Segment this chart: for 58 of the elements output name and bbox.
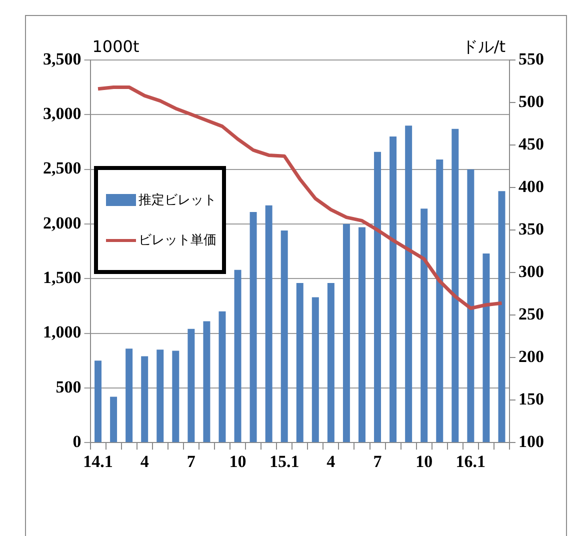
bar [94, 360, 102, 442]
x-tick-label: 14.1 [83, 452, 113, 472]
y-tick-label: 500 [56, 377, 82, 396]
bar [498, 191, 506, 442]
y2-tick-label: 350 [518, 219, 544, 238]
legend-label: ビレット単価 [138, 232, 216, 249]
y-tick-label: 2,000 [43, 213, 82, 232]
y2-tick-label: 200 [518, 346, 544, 366]
bar [218, 311, 226, 442]
bar [405, 126, 412, 442]
bar [203, 321, 210, 442]
bar [156, 350, 164, 442]
y2-tick-label: 550 [518, 49, 544, 68]
bar [141, 356, 148, 442]
bar [342, 224, 350, 442]
bar [312, 297, 319, 442]
y-tick-label: 3,500 [43, 49, 82, 68]
x-tick-label: 4 [140, 452, 150, 472]
x-tick-label: 16.1 [456, 452, 486, 472]
bar [126, 348, 133, 442]
y2-tick-label: 450 [518, 134, 544, 154]
x-tick-label: 7 [186, 452, 196, 472]
y-tick-label: 0 [72, 432, 82, 451]
y-tick-label: 2,500 [43, 158, 82, 178]
y2-tick-label: 300 [518, 262, 544, 281]
bar [265, 205, 272, 442]
y2-tick-label: 500 [518, 92, 544, 111]
y-tick-label: 3,000 [43, 104, 82, 124]
y2-tick-label: 100 [518, 432, 544, 451]
bar [452, 128, 459, 442]
bar [467, 169, 474, 442]
y2-tick-label: 150 [518, 389, 544, 408]
bar [172, 350, 180, 442]
bar [482, 253, 490, 442]
y2-tick-label: 250 [518, 304, 544, 324]
bar [420, 208, 428, 442]
x-tick-label: 10 [416, 452, 433, 472]
bar [250, 212, 257, 442]
y2-axis-title: ドル/t [462, 37, 506, 56]
bar [390, 136, 397, 442]
bar [110, 396, 118, 442]
legend-label: 推定ビレット [138, 192, 216, 209]
x-tick-label: 10 [229, 452, 246, 472]
y-axis-title: 1000t [92, 37, 140, 56]
bar [234, 270, 242, 442]
x-tick-label: 4 [326, 452, 336, 472]
x-tick-label: 15.1 [269, 452, 300, 472]
y2-tick-label: 400 [518, 176, 544, 196]
bar [327, 283, 334, 442]
y-tick-label: 1,500 [43, 268, 82, 288]
bar [188, 328, 195, 442]
bar [358, 227, 366, 442]
bar [280, 230, 288, 442]
x-tick-label: 7 [373, 452, 382, 472]
y-tick-label: 1,000 [43, 322, 82, 342]
bar [436, 159, 444, 442]
bar [374, 152, 382, 442]
bar [296, 283, 304, 442]
